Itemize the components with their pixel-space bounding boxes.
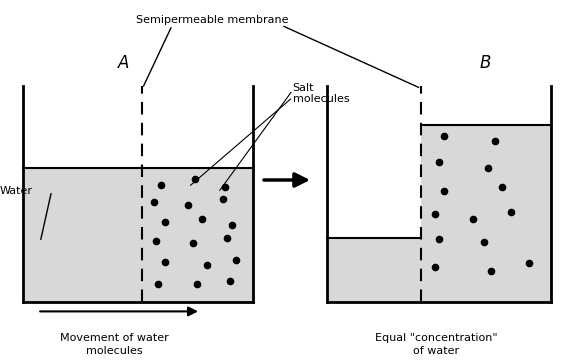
Text: Water: Water	[0, 186, 33, 196]
Bar	[421, 125, 551, 302]
Bar	[327, 238, 421, 302]
Text: Movement of water
molecules: Movement of water molecules	[60, 333, 169, 356]
Text: Equal "concentration"
of water: Equal "concentration" of water	[375, 333, 498, 356]
Text: A: A	[118, 54, 129, 72]
Text: Semipermeable membrane: Semipermeable membrane	[136, 15, 289, 25]
Text: B: B	[479, 54, 491, 72]
Text: Salt
molecules: Salt molecules	[293, 83, 350, 104]
Bar	[23, 168, 253, 302]
